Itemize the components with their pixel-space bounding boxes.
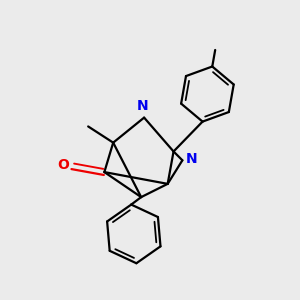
- Text: N: N: [186, 152, 197, 166]
- Text: O: O: [58, 158, 70, 172]
- Text: N: N: [137, 99, 148, 113]
